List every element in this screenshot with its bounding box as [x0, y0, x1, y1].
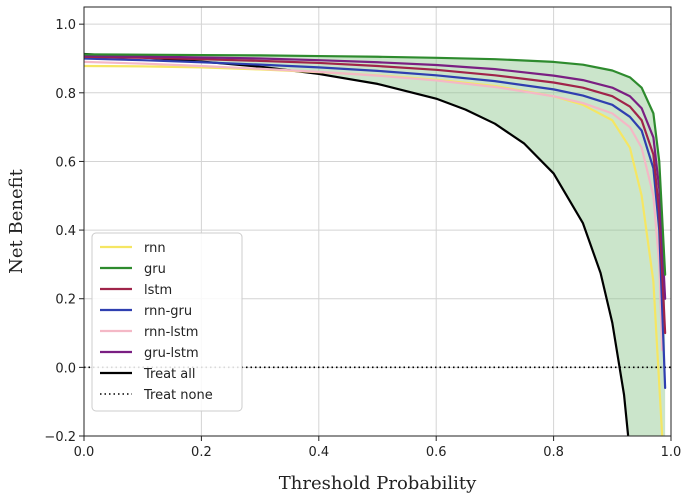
y-tick-label: 0.8 — [55, 87, 76, 102]
series-lines — [84, 52, 671, 436]
x-tick-label: 0.6 — [426, 445, 447, 460]
x-axis-title: Threshold Probability — [279, 473, 477, 494]
y-tick-label: −0.2 — [44, 430, 76, 445]
series-line-gru — [84, 53, 667, 276]
legend: rnn gru lstm rnn-gru rnn-lstm gru-lstm Treat a… — [91, 232, 243, 412]
plot-frame — [83, 6, 672, 437]
x-tick-label: 0.8 — [543, 445, 564, 460]
legend-label: gru-lstm — [144, 346, 199, 361]
y-tick-label: 0.0 — [55, 361, 76, 376]
legend-label: Treat none — [143, 388, 213, 403]
legend-label: lstm — [144, 283, 172, 298]
series-line-gru-lstm — [84, 54, 667, 300]
series-line-rnn-lstm — [84, 60, 664, 352]
y-tick-label: 0.6 — [55, 155, 76, 170]
series-line-lstm — [84, 55, 667, 335]
y-tick-label: 1.0 — [55, 18, 76, 33]
x-tick-label: 0.4 — [308, 445, 329, 460]
shaded-area — [84, 54, 666, 436]
y-tick-label: 0.2 — [55, 293, 76, 308]
legend-label: gru — [144, 262, 166, 277]
legend-label: Treat all — [143, 367, 195, 382]
shaded-region — [84, 54, 666, 436]
x-axis-ticks: 0.0 0.2 0.4 0.6 0.8 1.0 — [74, 436, 682, 460]
legend-label: rnn-lstm — [144, 325, 198, 340]
y-tick-label: 0.4 — [55, 224, 76, 239]
legend-label: rnn — [144, 241, 166, 256]
y-axis-ticks: −0.2 0.0 0.2 0.4 0.6 0.8 1.0 — [44, 18, 84, 445]
y-axis-title: Net Benefit — [6, 168, 27, 273]
x-tick-label: 0.2 — [191, 445, 212, 460]
x-tick-label: 0.0 — [74, 445, 95, 460]
x-tick-label: 1.0 — [661, 445, 682, 460]
legend-box — [91, 232, 243, 412]
legend-label: rnn-gru — [144, 304, 192, 319]
series-line-rnn-gru — [84, 57, 667, 390]
